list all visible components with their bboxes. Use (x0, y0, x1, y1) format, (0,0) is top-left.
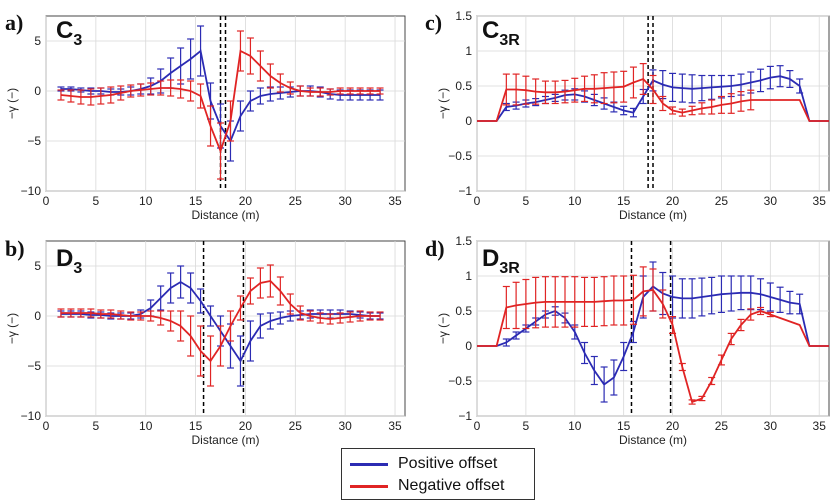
x-tick-label: 25 (715, 194, 729, 208)
panel-a: 0 5 10 15 20 25 30 35 −10 −5 0 5 Distance (m) −γ (−) a… (5, 10, 406, 222)
y-axis-label: −γ (−) (5, 88, 19, 119)
x-tick-label: 0 (43, 194, 50, 208)
x-axis-label: Distance (m) (619, 433, 687, 447)
panel-name: D3 (56, 245, 82, 277)
x-tick-label: 15 (617, 419, 631, 433)
series-negative (477, 266, 829, 405)
legend-swatch-positive (350, 462, 388, 466)
y-tick-label: 0.5 (455, 304, 472, 318)
panel-letter: b) (5, 236, 25, 261)
x-tick-label: 30 (338, 194, 352, 208)
panel-name: C3 (56, 17, 82, 49)
panel-b: 0 5 10 15 20 25 30 35 −10 −5 0 5 Distance (m) −γ (−) b… (5, 236, 406, 447)
y-tick-label: 5 (34, 259, 41, 273)
x-tick-label: 35 (388, 194, 402, 208)
x-axis-label: Distance (m) (191, 208, 259, 222)
y-tick-label: −5 (27, 359, 41, 373)
series-line-negative (477, 77, 829, 122)
panel-name-subscript: 3R (499, 260, 520, 277)
x-tick-label: 20 (239, 419, 253, 433)
x-tick-label: 30 (764, 194, 778, 208)
series-line-negative (60, 49, 381, 154)
x-tick-label: 15 (617, 194, 631, 208)
x-tick-label: 10 (568, 419, 582, 433)
series-negative (477, 62, 829, 122)
y-tick-label: −1 (458, 184, 472, 198)
x-tick-label: 30 (338, 419, 352, 433)
y-tick-label: 0 (465, 339, 472, 353)
panel-letter: d) (425, 236, 445, 261)
y-tick-label: −5 (27, 134, 41, 148)
x-tick-label: 0 (474, 419, 481, 433)
panel-name-subscript: 3 (73, 260, 82, 277)
series-line-negative (61, 280, 381, 363)
panel-name-main: D (56, 245, 73, 272)
y-tick-label: 1 (465, 44, 472, 58)
x-tick-label: 5 (93, 194, 100, 208)
series-negative (57, 30, 384, 180)
x-tick-label: 30 (764, 419, 778, 433)
x-tick-label: 35 (813, 194, 827, 208)
x-tick-label: 25 (289, 194, 303, 208)
x-axis-label: Distance (m) (191, 433, 259, 447)
x-tick-label: 10 (139, 194, 153, 208)
y-tick-label: 1.5 (455, 9, 472, 23)
plot-area-b (45, 240, 406, 417)
panel-letter: a) (5, 10, 23, 35)
x-tick-label: 20 (239, 194, 253, 208)
x-tick-label: 35 (813, 419, 827, 433)
panel-d: 0 5 10 15 20 25 30 35 −1 −0.5 0 0.5 1 1.5 Distance (m)… (425, 234, 830, 447)
panel-name: C3R (482, 17, 520, 49)
y-axis-label: −γ (−) (436, 313, 450, 344)
panel-letter: c) (425, 10, 442, 35)
panel-name-main: D (482, 245, 499, 272)
x-tick-label: 5 (523, 194, 530, 208)
series-negative (57, 264, 384, 387)
y-tick-label: 0 (465, 114, 472, 128)
y-tick-label: −1 (458, 409, 472, 423)
x-tick-label: 10 (139, 419, 153, 433)
panel-name: D3R (482, 245, 520, 277)
series-line-negative (477, 289, 829, 404)
legend-item-positive: Positive offset (350, 453, 497, 475)
legend-swatch-negative (350, 484, 388, 488)
x-tick-label: 20 (666, 194, 680, 208)
y-tick-label: −0.5 (448, 149, 472, 163)
x-tick-label: 5 (523, 419, 530, 433)
x-axis-label: Distance (m) (619, 208, 687, 222)
y-axis-label: −γ (−) (436, 88, 450, 119)
y-tick-label: 1.5 (455, 234, 472, 248)
legend-item-negative: Negative offset (350, 475, 504, 497)
y-tick-label: 1 (465, 269, 472, 283)
x-tick-label: 25 (289, 419, 303, 433)
y-tick-label: 0 (34, 84, 41, 98)
y-axis-label: −γ (−) (5, 313, 19, 344)
y-tick-label: 0 (34, 309, 41, 323)
x-tick-label: 0 (43, 419, 50, 433)
legend-label-positive: Positive offset (398, 455, 498, 472)
y-tick-label: −10 (21, 409, 42, 423)
x-tick-label: 15 (189, 419, 203, 433)
y-tick-label: 5 (34, 34, 41, 48)
x-tick-label: 20 (666, 419, 680, 433)
x-tick-label: 0 (474, 194, 481, 208)
x-tick-label: 15 (189, 194, 203, 208)
panel-name-subscript: 3R (499, 32, 520, 49)
panel-c: 0 5 10 15 20 25 30 35 −1 −0.5 0 0.5 1 1.5 Distance (m)… (425, 9, 830, 222)
panel-name-main: C (482, 17, 499, 44)
y-tick-label: −0.5 (448, 374, 472, 388)
y-tick-label: −10 (21, 184, 42, 198)
legend: Positive offset Negative offset (341, 448, 535, 500)
x-tick-label: 35 (388, 419, 402, 433)
panel-name-subscript: 3 (73, 32, 82, 49)
y-tick-label: 0.5 (455, 79, 472, 93)
x-tick-label: 5 (93, 419, 100, 433)
panel-name-main: C (56, 17, 73, 44)
x-tick-label: 25 (715, 419, 729, 433)
legend-label-negative: Negative offset (398, 477, 505, 494)
x-tick-label: 10 (568, 194, 582, 208)
